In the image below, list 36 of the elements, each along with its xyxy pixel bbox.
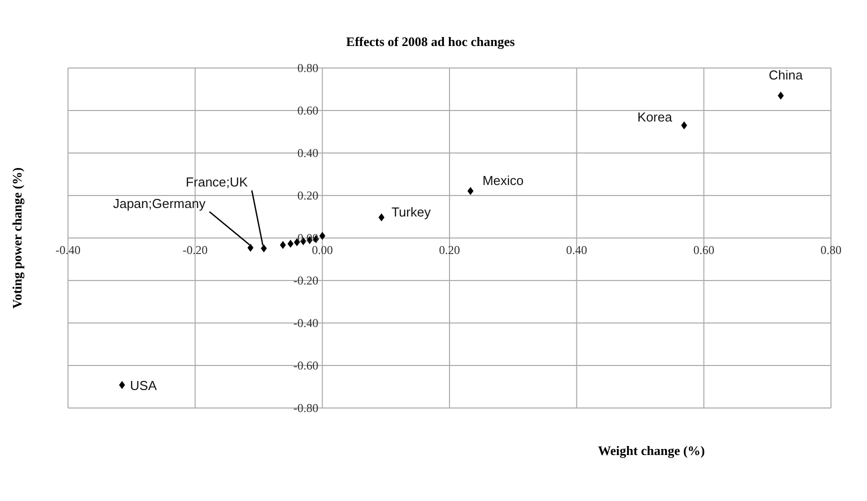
y-tick-label: 0.80 [297, 61, 318, 75]
point [681, 121, 688, 130]
point [467, 187, 474, 196]
y-tick-label: 0.20 [297, 188, 318, 202]
y-tick-label: -0.80 [293, 401, 318, 415]
x-tick-label: 0.80 [820, 243, 842, 257]
x-tick-label: 0.40 [566, 243, 588, 257]
x-tick-label: 0.60 [693, 243, 714, 257]
point [260, 244, 267, 252]
point [119, 381, 126, 390]
x-tick-label: 0.20 [439, 243, 460, 257]
y-axis-title: Voting power change (%) [10, 167, 26, 309]
annotation: Korea [637, 109, 673, 124]
point [378, 213, 384, 222]
x-tick-label: 0.00 [312, 243, 333, 257]
y-tick-label: 0.40 [297, 146, 318, 160]
point [288, 240, 294, 248]
annotation: China [768, 68, 804, 83]
y-tick-label: -0.20 [293, 274, 318, 288]
chart-title: Effects of 2008 ad hoc changes [345, 33, 516, 50]
annotation: Japan;Germany [112, 196, 206, 211]
annotation: USA [130, 378, 158, 394]
x-tick-label: -0.40 [56, 243, 80, 257]
point [778, 92, 784, 100]
point [319, 232, 326, 240]
annotation: Mexico [482, 173, 524, 188]
point [247, 244, 254, 252]
annotation: France;UK [186, 174, 248, 190]
y-tick-label: 0.60 [297, 104, 318, 118]
annotation: Turkey [391, 204, 432, 220]
y-tick-label: -0.40 [293, 316, 318, 330]
x-axis-title: Weight change (%) [598, 443, 705, 459]
point [280, 241, 286, 250]
y-tick-label: 0.00 [297, 231, 318, 245]
y-tick-label: -0.60 [293, 358, 318, 372]
x-tick-label: -0.20 [182, 243, 208, 257]
